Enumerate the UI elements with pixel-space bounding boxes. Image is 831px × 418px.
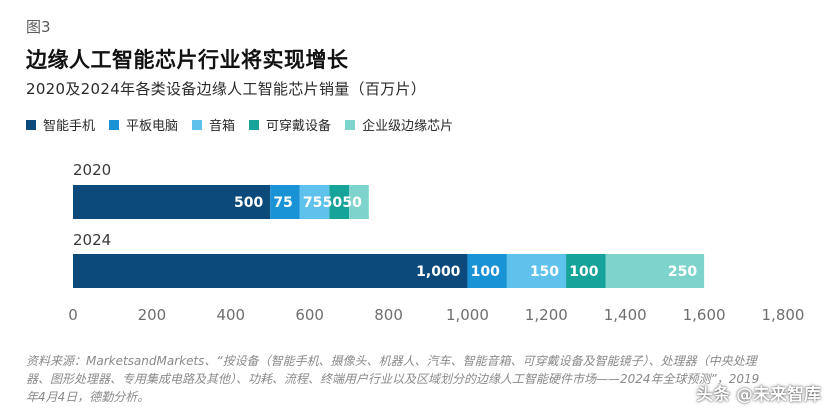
data-label: 50 bbox=[342, 195, 362, 211]
legend-item-enterprise-edge-chip: 企业级边缘芯片 bbox=[345, 115, 453, 134]
data-label: 150 bbox=[530, 264, 559, 280]
watermark: 头条 @未来智库 bbox=[696, 385, 821, 405]
x-tick-label: 1,200 bbox=[525, 306, 568, 324]
category-label: 2020 bbox=[73, 161, 111, 179]
source-note: 资料来源：MarketsandMarkets、“按设备（智能手机、摄像头、机器人… bbox=[26, 354, 760, 404]
legend-label: 可穿戴设备 bbox=[266, 119, 332, 134]
legend-label: 平板电脑 bbox=[126, 119, 179, 134]
data-label: 50 bbox=[323, 195, 343, 211]
x-tick-label: 1,000 bbox=[446, 306, 489, 324]
bar-segment bbox=[270, 185, 300, 219]
x-tick-label: 0 bbox=[68, 306, 78, 324]
category-label: 2024 bbox=[73, 231, 111, 249]
legend-item-smartphone: 智能手机 bbox=[26, 115, 95, 134]
data-label: 100 bbox=[471, 264, 500, 280]
legend-label: 音箱 bbox=[209, 119, 236, 134]
legend-item-wearable: 可穿戴设备 bbox=[249, 115, 331, 134]
data-label: 250 bbox=[668, 264, 697, 280]
bar-segment bbox=[467, 254, 507, 288]
data-label: 1,000 bbox=[416, 264, 461, 280]
data-label: 75 bbox=[273, 195, 292, 211]
figure-label: 图3 bbox=[26, 18, 51, 36]
x-tick-label: 1,800 bbox=[762, 306, 805, 324]
x-tick-label: 600 bbox=[295, 306, 324, 324]
x-tick-label: 1,400 bbox=[604, 306, 647, 324]
bar-segment bbox=[299, 185, 330, 219]
x-tick-label: 400 bbox=[216, 306, 245, 324]
bar-segment bbox=[506, 254, 567, 288]
legend-swatch bbox=[192, 119, 203, 130]
legend-item-tablet: 平板电脑 bbox=[109, 115, 178, 134]
x-tick-label: 800 bbox=[374, 306, 403, 324]
legend-item-speaker: 音箱 bbox=[192, 115, 235, 134]
legend: 智能手机 平板电脑 音箱 可穿戴设备 企业级边缘芯片 bbox=[26, 115, 467, 134]
bar-segment bbox=[349, 185, 369, 219]
x-tick-label: 200 bbox=[138, 306, 167, 324]
chart-subtitle: 2020及2024年各类设备边缘人工智能芯片销量（百万片） bbox=[26, 80, 427, 98]
legend-label: 智能手机 bbox=[43, 119, 96, 134]
data-label: 500 bbox=[234, 195, 263, 211]
x-tick-label: 1,600 bbox=[683, 306, 726, 324]
bar-segment bbox=[329, 185, 350, 219]
chart-title: 边缘人工智能芯片行业将实现增长 bbox=[26, 48, 349, 72]
legend-label: 企业级边缘芯片 bbox=[362, 119, 454, 134]
bar-segment bbox=[566, 254, 606, 288]
legend-swatch bbox=[345, 119, 356, 130]
data-label: 75 bbox=[303, 195, 322, 211]
bar-segment bbox=[605, 254, 705, 288]
data-label: 100 bbox=[569, 264, 598, 280]
legend-swatch bbox=[109, 119, 120, 130]
legend-swatch bbox=[249, 119, 260, 130]
legend-swatch bbox=[26, 119, 36, 130]
bar-segment bbox=[73, 254, 468, 288]
bar-segment bbox=[73, 185, 271, 219]
